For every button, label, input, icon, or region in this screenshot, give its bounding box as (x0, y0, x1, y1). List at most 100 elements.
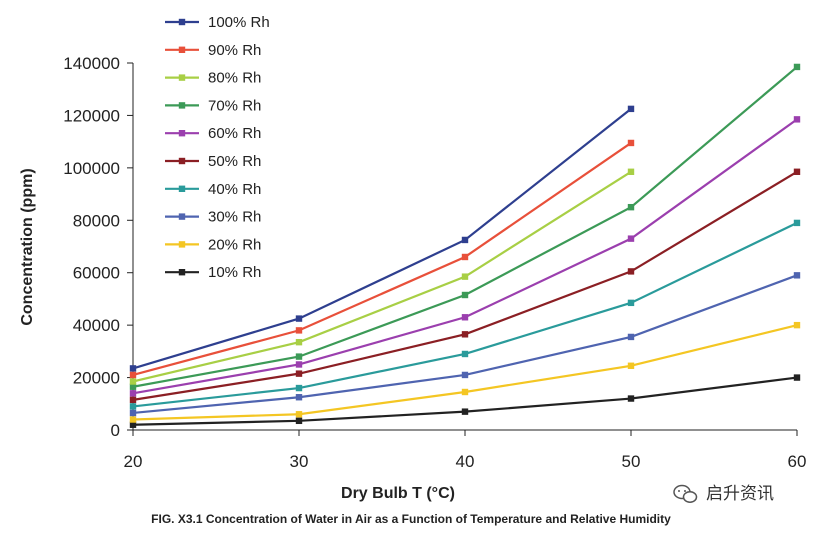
data-point (129, 396, 137, 404)
data-point (793, 116, 801, 123)
x-tick-label: 60 (788, 452, 807, 471)
data-point (295, 315, 303, 322)
data-point (793, 168, 801, 175)
x-axis-title: Dry Bulb T (°C) (341, 485, 455, 502)
data-point (461, 331, 469, 338)
data-point (129, 365, 137, 372)
data-point (461, 314, 469, 321)
watermark: 启升资讯 (673, 484, 774, 503)
figure-caption: FIG. X3.1 Concentration of Water in Air … (151, 512, 671, 526)
legend-swatch-marker (178, 157, 186, 165)
data-point (793, 219, 801, 227)
legend-swatch-marker (178, 18, 186, 26)
data-point (129, 416, 137, 423)
legend-swatch-marker (178, 269, 186, 276)
data-point (793, 272, 801, 279)
series-line (132, 108, 632, 370)
data-point (129, 421, 137, 428)
x-tick-label: 40 (456, 452, 475, 471)
watermark-text: 启升资讯 (706, 484, 774, 503)
legend-label: 60% Rh (208, 125, 261, 142)
data-point (461, 291, 469, 299)
y-tick-label: 0 (111, 421, 120, 440)
legend-item: 60% Rh (165, 125, 261, 142)
data-point (295, 384, 303, 392)
data-point (627, 168, 635, 175)
legend-swatch-marker (178, 74, 186, 81)
data-point (793, 63, 801, 71)
series-20-rh (129, 321, 801, 423)
data-point (461, 273, 469, 280)
data-point (295, 353, 303, 360)
data-point (793, 374, 801, 381)
y-tick-label: 60000 (73, 264, 120, 283)
series-layer (129, 63, 801, 428)
legend-label: 50% Rh (208, 153, 261, 170)
legend-item: 20% Rh (165, 236, 261, 253)
legend-label: 70% Rh (208, 97, 261, 114)
y-tick-label: 80000 (73, 211, 120, 230)
series-70-rh (129, 63, 801, 390)
legend-swatch-marker (178, 185, 186, 192)
legend-item: 10% Rh (165, 264, 261, 281)
y-tick-label: 40000 (73, 316, 120, 335)
data-point (461, 388, 469, 396)
series-60-rh (129, 116, 801, 397)
legend-item: 80% Rh (165, 70, 261, 87)
y-tick-label: 100000 (63, 159, 120, 178)
legend: 100% Rh 90% Rh 80% Rh 70% Rh 60% Rh 50% Rh 40%… (165, 14, 270, 281)
legend-item: 90% Rh (165, 42, 261, 59)
data-point (627, 235, 635, 242)
y-axis-title: Concentration (ppm) (19, 168, 36, 325)
data-point (129, 409, 137, 417)
legend-item: 40% Rh (165, 181, 261, 198)
legend-item: 30% Rh (165, 209, 261, 226)
series-30-rh (129, 272, 801, 417)
legend-swatch-marker (178, 46, 186, 53)
legend-swatch-marker (178, 130, 186, 137)
data-point (627, 268, 635, 275)
y-tick-label: 20000 (73, 369, 120, 388)
data-point (627, 299, 635, 307)
legend-label: 100% Rh (208, 14, 270, 31)
data-point (627, 203, 635, 211)
data-point (295, 411, 303, 418)
data-point (461, 371, 469, 379)
y-tick-label: 140000 (63, 54, 120, 73)
data-point (461, 253, 469, 261)
series-40-rh (129, 219, 801, 410)
data-point (295, 327, 303, 334)
legend-label: 40% Rh (208, 181, 261, 198)
data-point (295, 338, 303, 346)
data-point (295, 370, 303, 377)
legend-item: 100% Rh (165, 14, 270, 31)
data-point (627, 333, 635, 341)
data-point (295, 361, 303, 368)
data-point (129, 383, 137, 390)
x-tick-label: 30 (290, 452, 309, 471)
data-point (627, 395, 635, 402)
wechat-icon (673, 484, 698, 503)
x-tick-label: 50 (622, 452, 641, 471)
data-point (129, 403, 137, 410)
data-point (129, 378, 137, 385)
series-line (132, 142, 632, 377)
series-90-rh (129, 139, 635, 379)
data-point (461, 408, 469, 415)
legend-item: 70% Rh (165, 97, 261, 114)
data-point (461, 350, 469, 358)
data-point (461, 236, 469, 244)
series-line (132, 170, 798, 401)
legend-swatch-marker (178, 102, 186, 109)
legend-swatch-marker (178, 241, 186, 248)
data-point (129, 371, 137, 379)
data-point (129, 390, 137, 397)
y-tick-label: 120000 (63, 106, 120, 125)
legend-label: 10% Rh (208, 264, 261, 281)
legend-label: 30% Rh (208, 209, 261, 226)
x-tick-label: 20 (124, 452, 143, 471)
series-10-rh (129, 374, 801, 428)
data-point (627, 362, 635, 369)
